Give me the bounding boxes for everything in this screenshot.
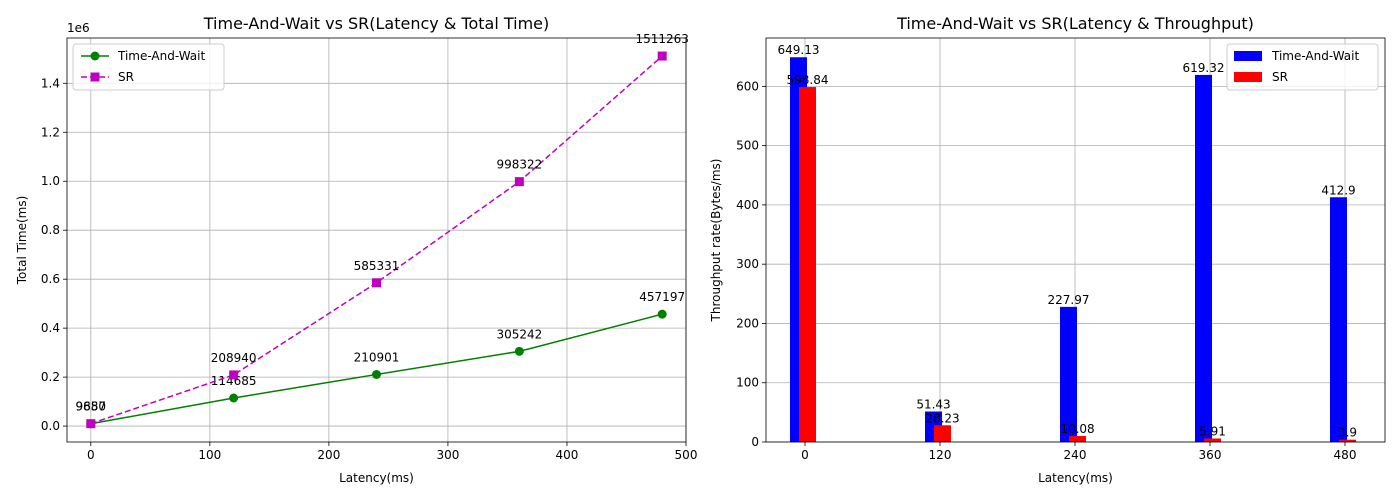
bar-value-label: 598.84: [787, 73, 829, 87]
legend-swatch: [1234, 51, 1262, 61]
data-point: [372, 278, 381, 288]
data-point: [514, 346, 524, 356]
x-tick-label: 300: [436, 448, 459, 462]
data-point: [657, 51, 667, 61]
data-label: 1511263: [635, 32, 688, 46]
x-tick-label: 100: [198, 448, 221, 462]
data-label: 305242: [496, 327, 542, 341]
chart-title: Time-And-Wait vs SR(Latency & Total Time…: [203, 14, 550, 33]
data-point: [229, 370, 239, 380]
bar: [1195, 74, 1212, 442]
data-label: 9887: [76, 400, 107, 414]
y-tick-label: 600: [736, 79, 759, 93]
series-line: [90, 313, 663, 425]
y-tick-label: 0.6: [41, 272, 60, 286]
bar-value-label: 227.97: [1048, 293, 1090, 307]
data-label: 210901: [354, 350, 400, 364]
x-tick-label: 240: [1064, 448, 1087, 462]
bar-value-label: 5.91: [1199, 424, 1226, 438]
data-point: [514, 177, 524, 187]
x-tick-label: 0: [87, 448, 95, 462]
legend-label: SR: [118, 70, 134, 84]
bar: [799, 87, 816, 442]
x-axis-label: Latency(ms): [339, 471, 414, 485]
y-axis-label: Throughput rate(Bytes/ms): [709, 159, 723, 323]
y-tick-label: 0.0: [41, 419, 60, 433]
bar-value-label: 619.32: [1183, 61, 1225, 75]
x-tick-label: 0: [801, 448, 809, 462]
x-tick-label: 200: [317, 448, 340, 462]
y-scale-label: 1e6: [67, 21, 90, 35]
data-point: [86, 419, 96, 429]
bar: [1060, 306, 1077, 442]
data-label: 457197: [639, 290, 685, 304]
x-tick-label: 480: [1334, 448, 1357, 462]
y-tick-label: 400: [736, 198, 759, 212]
y-axis-label: Total Time(ms): [15, 196, 29, 286]
data-label: 9650: [76, 400, 107, 414]
x-axis-label: Latency(ms): [1038, 471, 1113, 485]
bar: [1330, 197, 1347, 442]
data-point: [372, 369, 381, 379]
legend-label: SR: [1272, 70, 1288, 84]
y-tick-label: 100: [736, 376, 759, 390]
bar-value-label: 51.43: [916, 398, 950, 412]
data-point: [229, 393, 239, 403]
bar-value-label: 649.13: [778, 43, 820, 57]
chart-title: Time-And-Wait vs SR(Latency & Throughput…: [896, 14, 1254, 33]
plot-frame: [765, 37, 1386, 443]
y-tick-label: 1.2: [41, 125, 60, 139]
data-label: 585331: [354, 259, 400, 273]
bar: [1339, 439, 1356, 442]
x-tick-label: 120: [929, 448, 952, 462]
y-tick-label: 1.4: [41, 76, 60, 90]
y-tick-label: 500: [736, 139, 759, 153]
series-line: [90, 55, 663, 425]
data-label: 114685: [211, 374, 257, 388]
y-tick-label: 300: [736, 257, 759, 271]
legend-marker: [90, 51, 100, 61]
bar-value-label: 412.9: [1321, 183, 1355, 197]
y-tick-label: 0.4: [41, 321, 60, 335]
bar: [934, 425, 951, 442]
plot-frame: [66, 37, 687, 443]
bar-value-label: 3.9: [1338, 426, 1357, 440]
y-tick-label: 1.0: [41, 174, 60, 188]
data-point: [657, 309, 667, 319]
data-label: 998322: [496, 158, 542, 172]
y-tick-label: 200: [736, 316, 759, 330]
x-tick-label: 360: [1199, 448, 1222, 462]
y-tick-label: 0.8: [41, 223, 60, 237]
bar: [1069, 436, 1086, 442]
legend-box: [1226, 43, 1379, 91]
x-tick-label: 500: [675, 448, 698, 462]
bar-value-label: 10.08: [1060, 422, 1094, 436]
y-tick-label: 0: [751, 435, 759, 449]
y-tick-label: 0.2: [41, 370, 60, 384]
bar: [1204, 438, 1221, 442]
legend-swatch: [1234, 72, 1262, 82]
x-tick-label: 400: [556, 448, 579, 462]
legend-label: Time-And-Wait: [1271, 49, 1359, 63]
bar-value-label: 28.23: [925, 411, 959, 425]
legend-marker: [90, 72, 100, 82]
legend-box: [72, 43, 225, 91]
data-label: 208940: [211, 351, 257, 365]
legend-label: Time-And-Wait: [117, 49, 205, 63]
